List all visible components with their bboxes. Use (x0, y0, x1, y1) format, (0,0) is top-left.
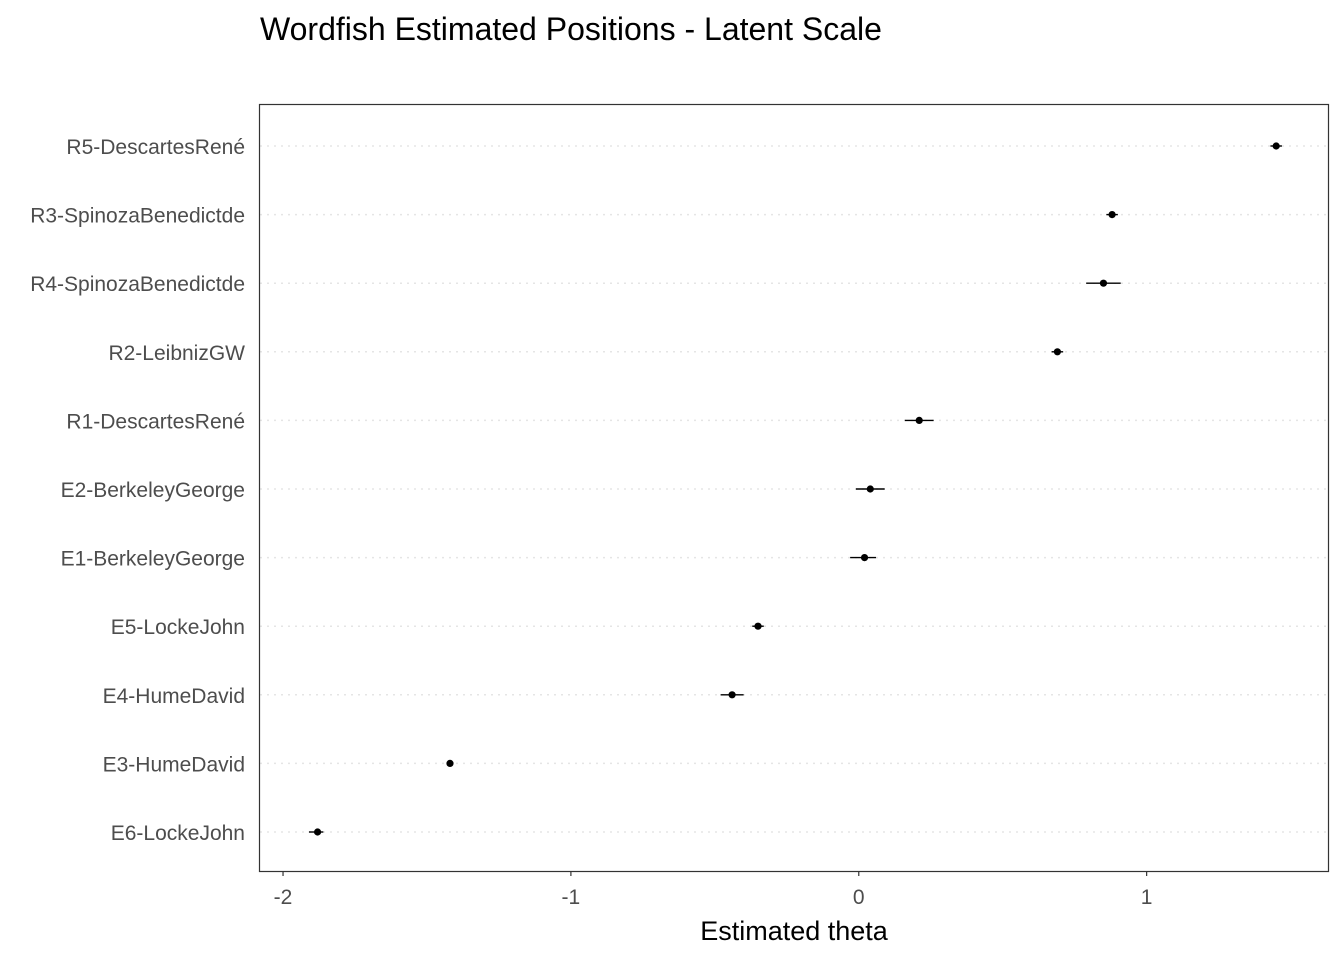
y-tick-label-5: E2-BerkeleyGeorge (61, 479, 245, 502)
y-tick-label-7: E5-LockeJohn (111, 616, 245, 639)
data-point-4 (915, 416, 923, 424)
point-layer (313, 142, 1280, 836)
data-point-1 (1108, 211, 1116, 219)
x-tick-label-3: 1 (1141, 886, 1153, 909)
data-point-9 (446, 759, 454, 768)
y-tick-label-10: E6-LockeJohn (111, 822, 245, 845)
data-point-5 (866, 485, 874, 493)
y-tick-label-2: R4-SpinozaBenedictde (30, 273, 245, 296)
x-axis-label: Estimated theta (700, 916, 889, 946)
y-tick-label-6: E1-BerkeleyGeorge (61, 548, 245, 571)
data-point-7 (754, 622, 762, 630)
y-tick-label-3: R2-LeibnizGW (108, 342, 245, 365)
y-tick-label-4: R1-DescartesRené (66, 410, 245, 433)
y-tick-label-9: E3-HumeDavid (103, 753, 245, 776)
x-tick-label-2: 0 (853, 886, 865, 909)
data-point-2 (1099, 279, 1108, 287)
y-tick-label-8: E4-HumeDavid (103, 685, 245, 708)
data-point-3 (1053, 348, 1062, 356)
data-point-8 (728, 691, 736, 699)
x-tick-label-0: -2 (274, 886, 293, 909)
y-tick-label-1: R3-SpinozaBenedictde (30, 205, 245, 228)
x-tick-labels: -2 -1 0 1 (274, 871, 1153, 909)
data-point-10 (313, 828, 322, 836)
x-tick-label-1: -1 (562, 886, 581, 909)
plot-frame (258, 103, 1330, 873)
data-point-0 (1272, 142, 1280, 150)
y-tick-label-0: R5-DescartesRené (66, 136, 245, 159)
chart-title: Wordfish Estimated Positions - Latent Sc… (260, 11, 882, 47)
y-tick-labels: R5-DescartesRené R3-SpinozaBenedictde R4-S… (30, 136, 245, 845)
grid-layer (260, 145, 1328, 833)
data-point-6 (860, 554, 869, 562)
